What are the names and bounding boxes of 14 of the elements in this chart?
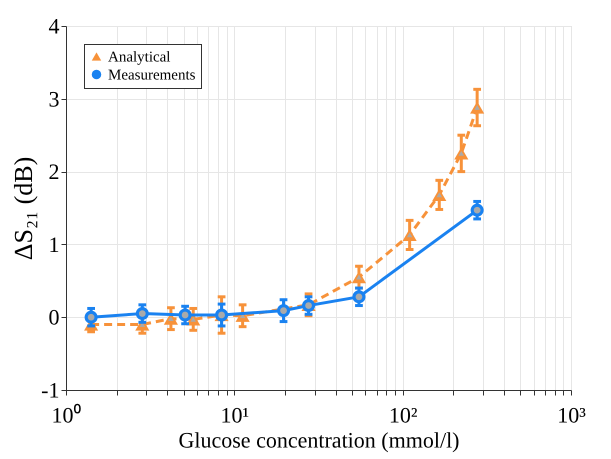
- legend-label: Analytical: [108, 50, 170, 66]
- x-axis-title: Glucose concentration (mmol/l): [178, 428, 460, 452]
- x-tick-label: 10⁰: [52, 402, 82, 428]
- y-tick-label: 2: [48, 159, 60, 184]
- legend-label: Measurements: [108, 68, 196, 84]
- x-tick-label: 10³: [557, 402, 586, 428]
- x-tick-label: 10²: [388, 402, 418, 428]
- y-axis-title: ΔS₂₁ (dB): [9, 156, 38, 260]
- y-tick-label: -1: [41, 378, 60, 402]
- y-tick-label: 3: [48, 86, 60, 112]
- y-tick-label: 1: [48, 232, 60, 257]
- y-tick-label: 4: [48, 14, 60, 38]
- y-tick-label: 0: [48, 304, 60, 330]
- x-tick-label: 10¹: [220, 402, 250, 428]
